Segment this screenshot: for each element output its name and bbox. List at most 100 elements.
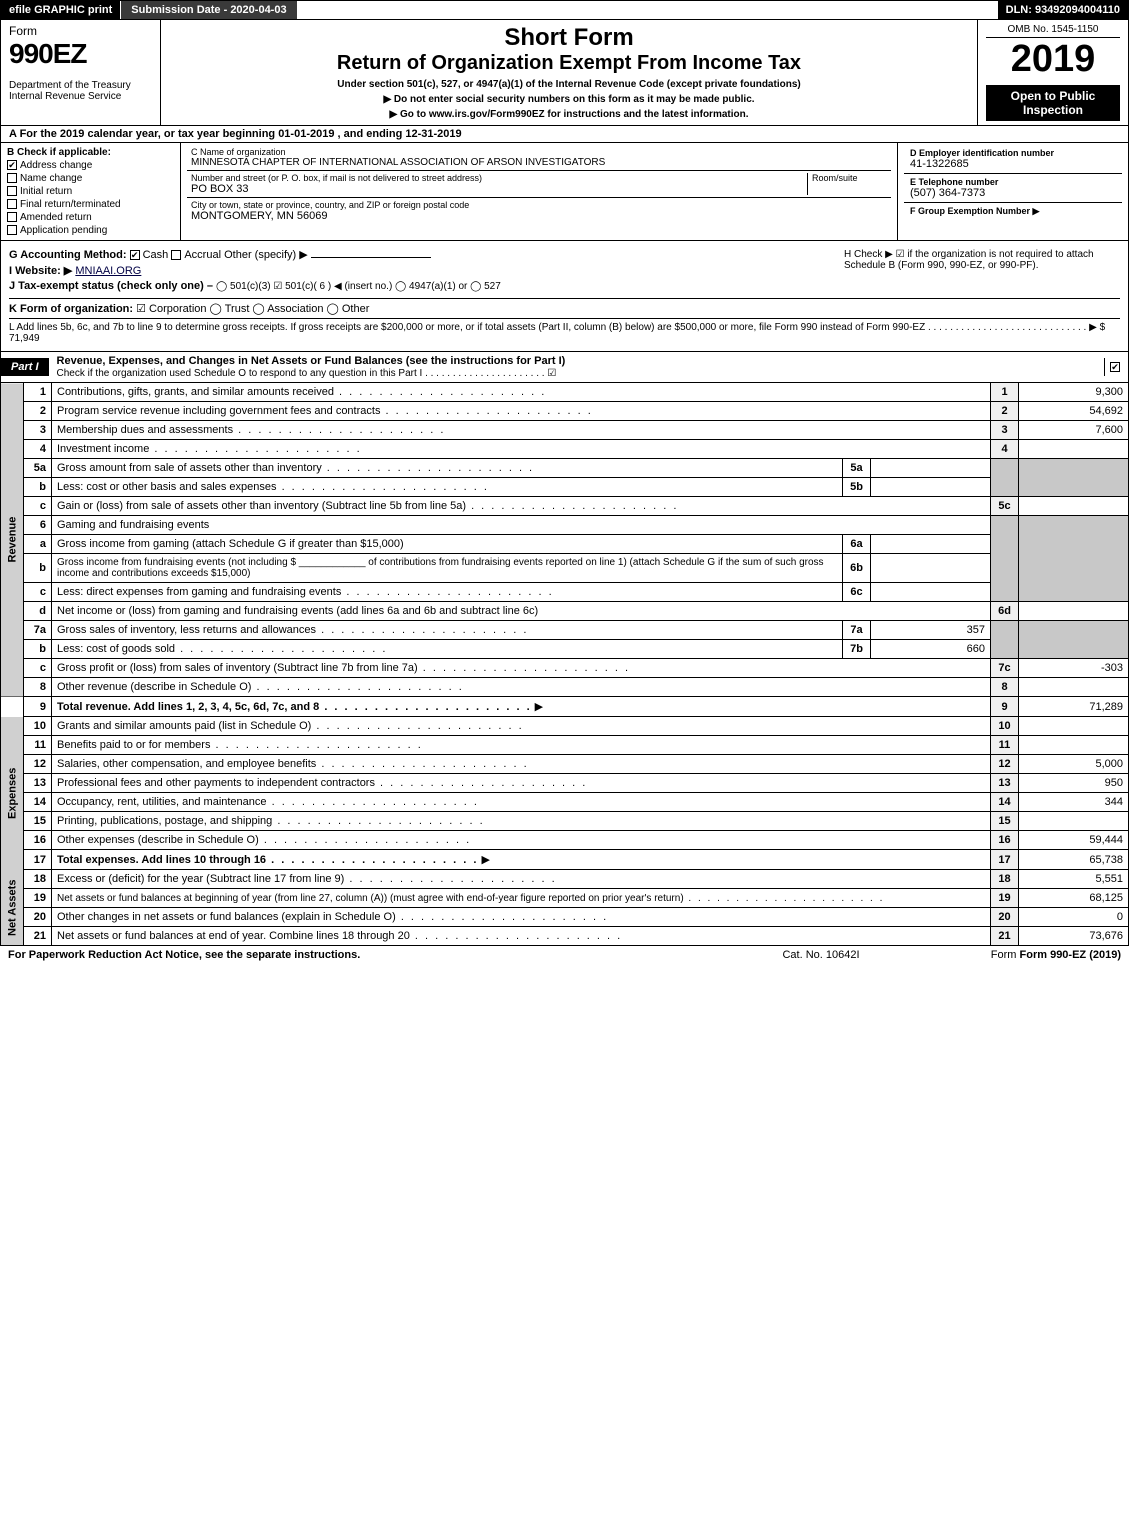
name-change-checkbox[interactable] [7, 173, 17, 183]
top-bar: efile GRAPHIC print Submission Date - 20… [0, 0, 1129, 20]
line-19-val: 68,125 [1019, 889, 1129, 908]
line-5a-inval [871, 459, 991, 478]
line-13-box: 13 [991, 774, 1019, 793]
line-5c-val [1019, 497, 1129, 516]
room-suite-label: Room/suite [807, 173, 887, 195]
line-10-num: 10 [24, 717, 52, 736]
line-6a-inval [871, 535, 991, 554]
line-7b-innum: 7b [843, 640, 871, 659]
line-7b-desc: Less: cost of goods sold [57, 643, 387, 655]
line-9-num: 9 [24, 697, 52, 717]
footer-left: For Paperwork Reduction Act Notice, see … [8, 949, 721, 961]
form-subtitle: Under section 501(c), 527, or 4947(a)(1)… [169, 79, 969, 90]
line-15-desc: Printing, publications, postage, and shi… [57, 815, 485, 827]
line-6c-inval [871, 583, 991, 602]
line-9-desc: Total revenue. Add lines 1, 2, 3, 4, 5c,… [57, 701, 532, 713]
form-header: Form 990EZ Department of the Treasury In… [0, 20, 1129, 126]
address-change-label: Address change [20, 160, 92, 171]
tax-year: 2019 [986, 38, 1120, 81]
h-text: H Check ▶ ☑ if the organization is not r… [840, 245, 1120, 295]
line-6b-innum: 6b [843, 554, 871, 583]
submission-date: Submission Date - 2020-04-03 [121, 1, 296, 19]
line-16-val: 59,444 [1019, 831, 1129, 850]
line-12-desc: Salaries, other compensation, and employ… [57, 758, 529, 770]
line-6c-innum: 6c [843, 583, 871, 602]
line-7b-inval: 660 [871, 640, 991, 659]
line-17-num: 17 [24, 850, 52, 870]
line-15-val [1019, 812, 1129, 831]
final-return-checkbox[interactable] [7, 199, 17, 209]
section-def: D Employer identification number 41-1322… [898, 143, 1128, 240]
line-7a-desc: Gross sales of inventory, less returns a… [57, 624, 528, 636]
amended-label: Amended return [20, 212, 92, 223]
line-11-box: 11 [991, 736, 1019, 755]
line-6d-num: d [24, 602, 52, 621]
warn-ssn: ▶ Do not enter social security numbers o… [169, 94, 969, 105]
ghijkl-section: G Accounting Method: ✔Cash Accrual Other… [0, 241, 1129, 352]
line-6b-inval [871, 554, 991, 583]
line-7c-num: c [24, 659, 52, 678]
org-name: MINNESOTA CHAPTER OF INTERNATIONAL ASSOC… [191, 157, 887, 168]
part1-checkbox[interactable]: ✔ [1104, 358, 1128, 376]
line-1-num: 1 [24, 383, 52, 402]
line-9-val: 71,289 [1019, 697, 1129, 717]
f-label: F Group Exemption Number ▶ [910, 206, 1116, 217]
line-12-num: 12 [24, 755, 52, 774]
cash-checkbox[interactable]: ✔ [130, 250, 140, 260]
k-options: ☑ Corporation ◯ Trust ◯ Association ◯ Ot… [136, 303, 369, 315]
open-public: Open to Public Inspection [986, 85, 1120, 121]
line-20-num: 20 [24, 908, 52, 927]
line-8-desc: Other revenue (describe in Schedule O) [57, 681, 464, 693]
line-5c-num: c [24, 497, 52, 516]
j-options: ◯ 501(c)(3) ☑ 501(c)( 6 ) ◀ (insert no.)… [216, 281, 501, 292]
accrual-label: Accrual [184, 249, 221, 261]
line-6a-desc: Gross income from gaming (attach Schedul… [52, 535, 843, 554]
line-1-box: 1 [991, 383, 1019, 402]
accrual-checkbox[interactable] [171, 250, 181, 260]
line-20-val: 0 [1019, 908, 1129, 927]
line-6c-desc: Less: direct expenses from gaming and fu… [57, 586, 554, 598]
line-21-box: 21 [991, 927, 1019, 946]
line-20-desc: Other changes in net assets or fund bala… [57, 911, 608, 923]
line-5b-desc: Less: cost or other basis and sales expe… [57, 481, 489, 493]
line-6d-val [1019, 602, 1129, 621]
line-5a-innum: 5a [843, 459, 871, 478]
efile-print-button[interactable]: efile GRAPHIC print [1, 1, 121, 19]
grey-7-val [1019, 621, 1129, 659]
part1-label: Part I [1, 358, 49, 376]
website-link[interactable]: MNIAAI.ORG [75, 265, 141, 277]
line-2-val: 54,692 [1019, 402, 1129, 421]
line-12-box: 12 [991, 755, 1019, 774]
line-8-num: 8 [24, 678, 52, 697]
line-6-num: 6 [24, 516, 52, 535]
address-change-checkbox[interactable]: ✔ [7, 160, 17, 170]
line-6b-num: b [24, 554, 52, 583]
line-13-desc: Professional fees and other payments to … [57, 777, 587, 789]
line-21-num: 21 [24, 927, 52, 946]
line-10-val [1019, 717, 1129, 736]
line-6d-desc: Net income or (loss) from gaming and fun… [52, 602, 991, 621]
initial-return-checkbox[interactable] [7, 186, 17, 196]
app-pending-checkbox[interactable] [7, 225, 17, 235]
org-street: PO BOX 33 [191, 183, 807, 195]
line-9-box: 9 [991, 697, 1019, 717]
grey-6-val [1019, 516, 1129, 602]
k-label: K Form of organization: [9, 303, 133, 315]
d-label: D Employer identification number [910, 148, 1116, 158]
app-pending-label: Application pending [20, 225, 107, 236]
form-label: Form [9, 24, 152, 38]
line-11-num: 11 [24, 736, 52, 755]
c-city-label: City or town, state or province, country… [191, 200, 887, 210]
grey-5-val [1019, 459, 1129, 497]
part1-check: Check if the organization used Schedule … [57, 368, 557, 379]
amended-checkbox[interactable] [7, 212, 17, 222]
other-method-input[interactable] [311, 257, 431, 258]
period-row: A For the 2019 calendar year, or tax yea… [0, 126, 1129, 143]
netassets-side-label: Net Assets [1, 870, 24, 946]
line-2-num: 2 [24, 402, 52, 421]
section-c-org: C Name of organization MINNESOTA CHAPTER… [181, 143, 898, 240]
line-5c-box: 5c [991, 497, 1019, 516]
line-16-num: 16 [24, 831, 52, 850]
line-1-desc: Contributions, gifts, grants, and simila… [57, 386, 546, 398]
line-17-val: 65,738 [1019, 850, 1129, 870]
